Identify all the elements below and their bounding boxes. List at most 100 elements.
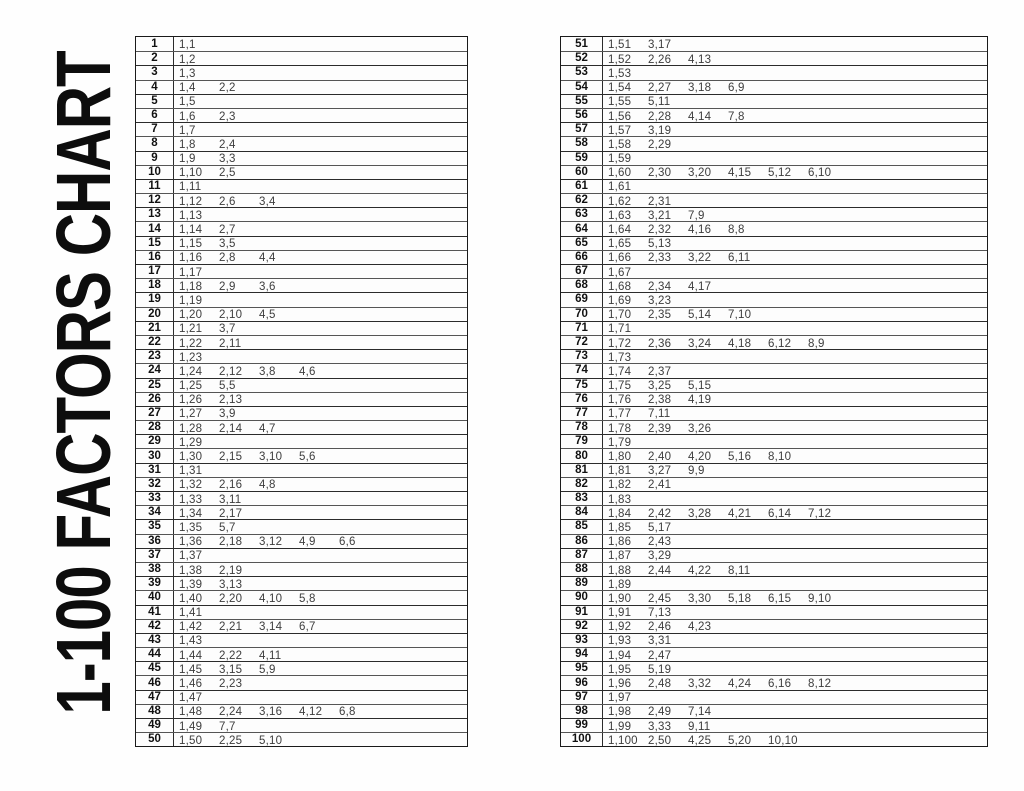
factor-pair: 1,62 [608,195,632,208]
factor-pair: 1,90 [608,592,632,605]
row-number-cell: 40 [136,591,174,605]
factor-pair: 2,39 [648,422,672,435]
factor-pair: 1,43 [179,635,203,648]
factor-pair: 7,9 [688,209,705,222]
factor-pair: 1,97 [608,692,632,705]
factor-pairs-cell: 1,51 3,17 [603,35,987,53]
factor-pair: 1,64 [608,224,632,237]
factor-pair: 1,34 [179,507,203,520]
row-number-cell: 18 [136,279,174,293]
row-number-cell: 34 [136,506,174,520]
factor-pair: 2,8 [219,252,236,265]
table-row: 53 1,53 [561,65,987,80]
factor-pairs-cell: 1,41 [174,603,467,621]
factor-pairs-cell: 1,23 [174,348,467,366]
factor-pairs-cell: 1,2 [174,50,467,68]
table-row: 89 1,89 [561,576,987,591]
factor-pair: 1,72 [608,337,632,350]
factor-pairs-cell: 1,21 3,7 [174,319,467,337]
table-row: 6 1,6 2,3 [136,107,467,123]
row-number-cell: 10 [136,165,174,179]
table-row: 48 1,48 2,24 3,16 4,12 6,8 [136,703,467,719]
row-number-cell: 59 [561,151,603,165]
factor-pairs-cell: 1,62 2,31 [603,192,987,210]
factor-pair: 1,6 [179,110,196,123]
factor-pairs-cell: 1,55 5,11 [603,92,987,110]
table-row: 78 1,78 2,39 3,26 [561,420,987,435]
factor-pairs-cell: 1,35 5,7 [174,518,467,536]
factor-pairs-cell: 1,88 2,44 4,22 8,11 [603,561,987,579]
factor-pair: 3,29 [648,550,672,563]
factor-pair: 1,46 [179,678,203,691]
factor-pair: 1,86 [608,536,632,549]
factor-pair: 1,98 [608,706,632,719]
factor-pair: 6,8 [339,706,356,719]
row-number-cell: 74 [561,364,603,378]
table-row: 21 1,21 3,7 [136,319,467,337]
row-number-cell: 99 [561,719,603,733]
factor-pair: 4,5 [259,309,276,322]
factor-pair: 2,21 [219,621,243,634]
factor-pair: 3,15 [219,663,243,676]
table-row: 85 1,85 5,17 [561,519,987,534]
row-number-cell: 79 [561,435,603,449]
factor-pairs-cell: 1,64 2,32 4,16 8,8 [603,220,987,238]
row-number-cell: 62 [561,194,603,208]
factor-pair: 5,13 [648,238,672,251]
factor-pairs-cell: 1,84 2,42 3,28 4,21 6,14 7,12 [603,504,987,522]
factor-pairs-cell: 1,59 [603,149,987,167]
factor-pairs-cell: 1,22 2,11 [174,334,467,352]
factor-pairs-cell: 1,4 2,2 [174,78,467,96]
row-number-cell: 65 [561,236,603,250]
factor-pair: 2,23 [219,678,243,691]
factor-pair: 2,26 [648,53,672,66]
factor-pairs-cell: 1,95 5,19 [603,660,987,678]
factor-pair: 1,32 [179,479,203,492]
factor-pair: 1,26 [179,394,203,407]
factor-pair: 2,45 [648,592,672,605]
factor-pair: 5,5 [219,380,236,393]
table-row: 69 1,69 3,23 [561,292,987,307]
table-row: 70 1,70 2,35 5,14 7,10 [561,306,987,321]
row-number-cell: 57 [561,123,603,137]
factor-pair: 3,14 [259,621,283,634]
row-number-cell: 37 [136,548,174,562]
factor-pairs-cell: 1,43 [174,631,467,649]
factor-pair: 3,12 [259,536,283,549]
factor-pair: 1,28 [179,422,203,435]
table-row: 11 1,11 [136,178,467,193]
row-number-cell: 70 [561,307,603,321]
row-number-cell: 8 [136,137,174,151]
factor-pair: 4,25 [688,734,712,747]
row-number-cell: 20 [136,307,174,321]
factor-pair: 1,49 [179,720,203,733]
factor-pairs-cell: 1,3 [174,64,467,82]
row-number-cell: 16 [136,250,174,264]
factor-pairs-cell: 1,42 2,21 3,14 6,7 [174,617,467,635]
table-row: 84 1,84 2,42 3,28 4,21 6,14 7,12 [561,504,987,522]
factor-pair: 1,10 [179,167,203,180]
table-row: 41 1,41 [136,603,467,621]
factor-pair: 1,81 [608,465,632,478]
table-row: 1 1,1 [136,37,467,52]
table-row: 36 1,36 2,18 3,12 4,9 6,6 [136,533,467,549]
row-number-cell: 51 [561,37,603,52]
table-row: 59 1,59 [561,149,987,167]
table-row: 30 1,30 2,15 3,10 5,6 [136,448,467,463]
table-row: 45 1,45 3,15 5,9 [136,661,467,676]
table-row: 72 1,72 2,36 3,24 4,18 6,12 8,9 [561,334,987,350]
row-number-cell: 14 [136,222,174,236]
factor-pair: 1,79 [608,436,632,449]
factor-pair: 1,20 [179,309,203,322]
factor-pair: 1,19 [179,294,203,307]
factor-pair: 1,57 [608,124,632,137]
factor-pair: 10,10 [768,734,798,747]
factor-pairs-cell: 1,68 2,34 4,17 [603,277,987,295]
factor-pairs-cell: 1,32 2,16 4,8 [174,475,467,493]
row-number-cell: 52 [561,52,603,66]
table-row: 16 1,16 2,8 4,4 [136,249,467,265]
row-number-cell: 22 [136,335,174,350]
factor-pair: 3,6 [259,280,276,293]
factor-pairs-cell: 1,17 [174,263,467,281]
